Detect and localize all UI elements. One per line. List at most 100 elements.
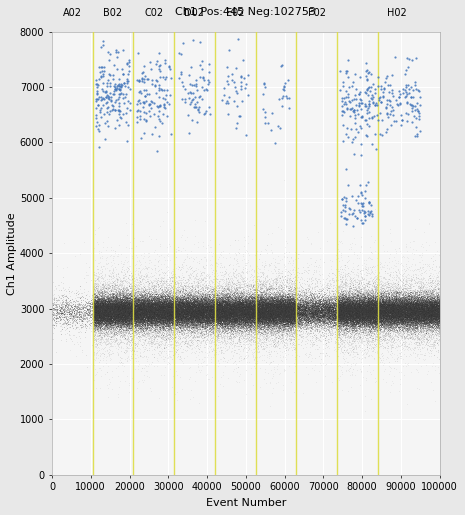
Point <box>248 350 255 358</box>
Point <box>334 299 341 307</box>
Point <box>196 314 203 322</box>
Point <box>404 305 412 313</box>
Point <box>248 315 255 323</box>
Point <box>421 298 428 306</box>
Point <box>179 300 186 308</box>
Point <box>287 278 295 286</box>
Point <box>148 315 156 323</box>
Point <box>345 315 352 323</box>
Point <box>386 303 393 312</box>
Point <box>226 312 233 320</box>
Point <box>225 314 232 322</box>
Point <box>226 313 233 321</box>
Point <box>204 304 211 313</box>
Point <box>224 310 231 318</box>
Point <box>92 296 99 304</box>
Point <box>348 304 356 313</box>
Point <box>264 306 271 314</box>
Point <box>415 306 423 315</box>
Point <box>210 303 217 311</box>
Point <box>420 308 428 317</box>
Point <box>159 290 166 299</box>
Point <box>163 296 171 304</box>
Point <box>238 312 246 320</box>
Point <box>269 301 277 309</box>
Point <box>147 303 154 311</box>
Point <box>395 317 402 325</box>
Point <box>118 285 126 294</box>
Point <box>267 307 274 315</box>
Point <box>224 302 231 311</box>
Point <box>103 108 110 116</box>
Point <box>373 306 381 315</box>
Point <box>348 306 356 315</box>
Point <box>401 296 408 304</box>
Point <box>83 315 90 323</box>
Point <box>190 320 198 329</box>
Point <box>295 293 302 301</box>
Point <box>359 339 366 348</box>
Point <box>361 323 369 332</box>
Point <box>377 337 385 346</box>
Point <box>301 305 309 314</box>
Point <box>237 312 245 320</box>
Point <box>315 313 322 321</box>
Point <box>120 298 128 306</box>
Point <box>255 301 263 310</box>
Point <box>209 313 216 321</box>
Point <box>359 291 366 299</box>
Point <box>106 300 113 308</box>
Point <box>284 312 292 320</box>
Point <box>368 298 375 306</box>
Point <box>333 311 340 319</box>
Point <box>421 289 429 298</box>
Point <box>236 310 243 318</box>
Point <box>230 315 238 323</box>
Point <box>365 311 372 319</box>
Point <box>390 292 397 300</box>
Point <box>361 309 369 317</box>
Point <box>363 298 371 306</box>
Point <box>336 305 343 314</box>
Point <box>405 306 412 315</box>
Point <box>428 295 435 303</box>
Point <box>90 311 98 319</box>
Point <box>380 310 388 318</box>
Point <box>242 311 250 319</box>
Point <box>270 307 278 315</box>
Point <box>372 283 380 291</box>
Point <box>303 290 311 298</box>
Point <box>322 318 329 327</box>
Point <box>238 298 246 306</box>
Point <box>212 303 219 311</box>
Point <box>422 278 430 286</box>
Point <box>93 316 100 324</box>
Point <box>240 298 248 306</box>
Point <box>90 313 97 321</box>
Point <box>92 299 100 307</box>
Point <box>369 299 376 307</box>
Point <box>368 306 375 315</box>
Point <box>99 308 106 317</box>
Point <box>110 300 118 308</box>
Point <box>377 301 385 310</box>
Point <box>274 300 282 308</box>
Point <box>116 316 123 324</box>
Point <box>100 300 107 308</box>
Point <box>379 295 387 303</box>
Point <box>112 322 119 330</box>
Point <box>118 297 125 305</box>
Point <box>280 305 288 314</box>
Point <box>392 296 400 304</box>
Point <box>249 336 257 344</box>
Point <box>104 313 112 321</box>
Point <box>349 294 357 302</box>
Point <box>369 346 376 354</box>
Point <box>366 327 373 335</box>
Point <box>226 316 233 324</box>
Point <box>347 296 355 304</box>
Point <box>375 303 383 312</box>
Point <box>401 311 409 319</box>
Point <box>128 309 136 317</box>
Point <box>91 303 98 311</box>
